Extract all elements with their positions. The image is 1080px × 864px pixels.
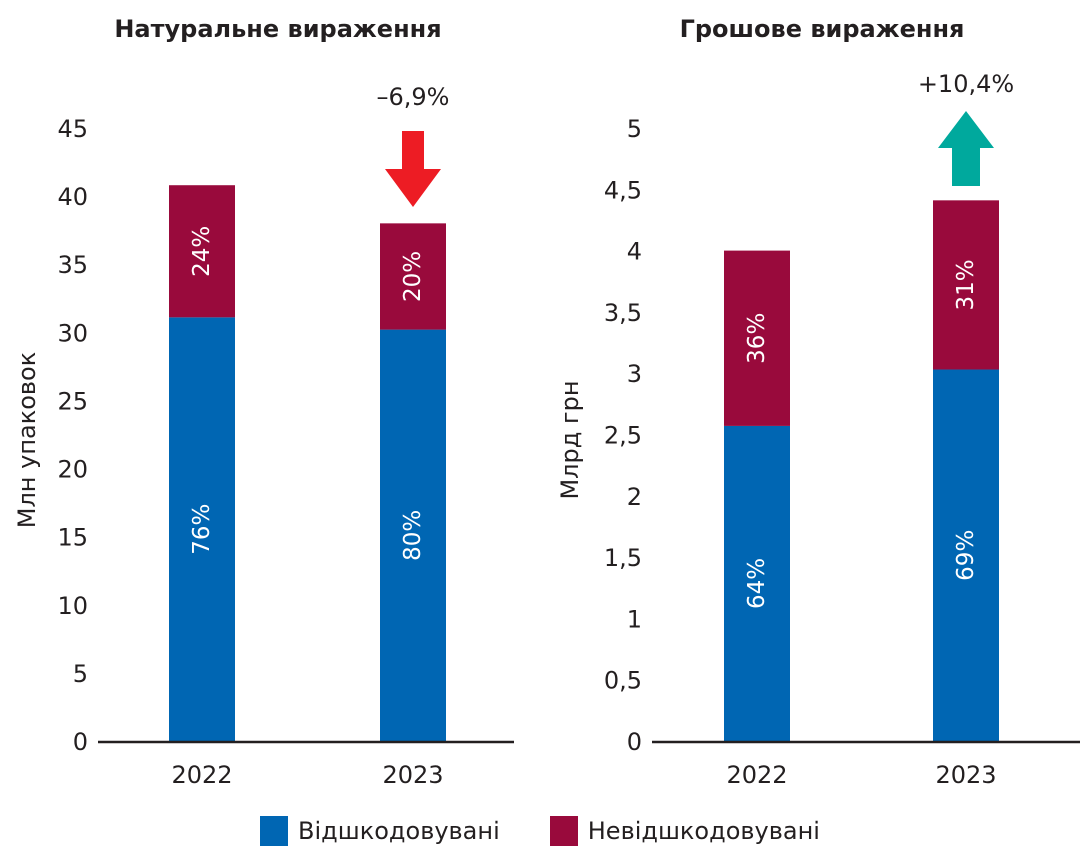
- bar-reimbursed-2022: [169, 317, 235, 741]
- bar-nonreimbursed-2022: [724, 250, 790, 426]
- y-tick-label: 3: [627, 360, 642, 388]
- legend-item-nonreimbursed: Невідшкодовувані: [549, 816, 820, 846]
- chart-title-1: Грошове вираження: [680, 15, 965, 43]
- legend-swatch-reimbursed: [260, 816, 289, 846]
- y-tick-label: 40: [57, 183, 88, 211]
- y-axis-label-1: Млрд грн: [556, 380, 584, 499]
- y-axis-label-0: Млн упаковок: [13, 352, 41, 528]
- y-tick-label: 10: [57, 592, 88, 620]
- bar-data-label: 31%: [953, 259, 979, 310]
- y-tick-label: 1: [627, 605, 642, 633]
- y-tick-label: 5: [627, 115, 642, 143]
- bar-data-label: 69%: [953, 530, 979, 581]
- legend-label-reimbursed: Відшкодовувані: [298, 817, 500, 845]
- y-tick-label: 5: [73, 660, 88, 688]
- legend-swatch-nonreimbursed: [549, 816, 578, 846]
- down-arrow-icon: [385, 131, 441, 207]
- y-tick-label: 45: [57, 115, 88, 143]
- y-tick-label: 0,5: [604, 667, 642, 695]
- bar-nonreimbursed-2022: [169, 185, 235, 318]
- up-arrow-icon: [938, 111, 994, 186]
- legend-label-nonreimbursed: Невідшкодовувані: [587, 817, 820, 845]
- bar-data-label: 80%: [400, 510, 426, 561]
- y-tick-label: 4,5: [604, 176, 642, 204]
- x-tick-label: 2022: [726, 761, 787, 789]
- x-tick-label: 2023: [382, 761, 443, 789]
- bar-reimbursed-2022: [724, 425, 790, 741]
- y-tick-label: 2,5: [604, 422, 642, 450]
- change-annotation: –6,9%: [377, 83, 450, 111]
- change-annotation: +10,4%: [918, 70, 1014, 98]
- y-tick-label: 20: [57, 456, 88, 484]
- bar-data-label: 20%: [400, 251, 426, 302]
- legend: Відшкодовувані Невідшкодовувані: [0, 816, 1080, 846]
- y-tick-label: 4: [627, 238, 642, 266]
- y-tick-label: 1,5: [604, 544, 642, 572]
- bar-reimbursed-2023: [380, 329, 446, 741]
- bar-data-label: 24%: [189, 226, 215, 277]
- bar-nonreimbursed-2023: [933, 200, 999, 370]
- bar-data-label: 64%: [744, 558, 770, 609]
- bar-data-label: 36%: [744, 313, 770, 364]
- legend-item-reimbursed: Відшкодовувані: [260, 816, 500, 846]
- y-tick-label: 3,5: [604, 299, 642, 327]
- x-tick-label: 2023: [935, 761, 996, 789]
- chart-title-0: Натуральне вираження: [114, 15, 441, 43]
- y-tick-label: 0: [73, 728, 88, 756]
- y-tick-label: 25: [57, 387, 88, 415]
- bar-data-label: 76%: [189, 504, 215, 555]
- bar-nonreimbursed-2023: [380, 223, 446, 330]
- y-tick-label: 30: [57, 319, 88, 347]
- x-tick-label: 2022: [171, 761, 232, 789]
- bar-reimbursed-2023: [933, 369, 999, 741]
- y-tick-label: 0: [627, 728, 642, 756]
- y-tick-label: 15: [57, 524, 88, 552]
- y-tick-label: 35: [57, 251, 88, 279]
- y-tick-label: 2: [627, 483, 642, 511]
